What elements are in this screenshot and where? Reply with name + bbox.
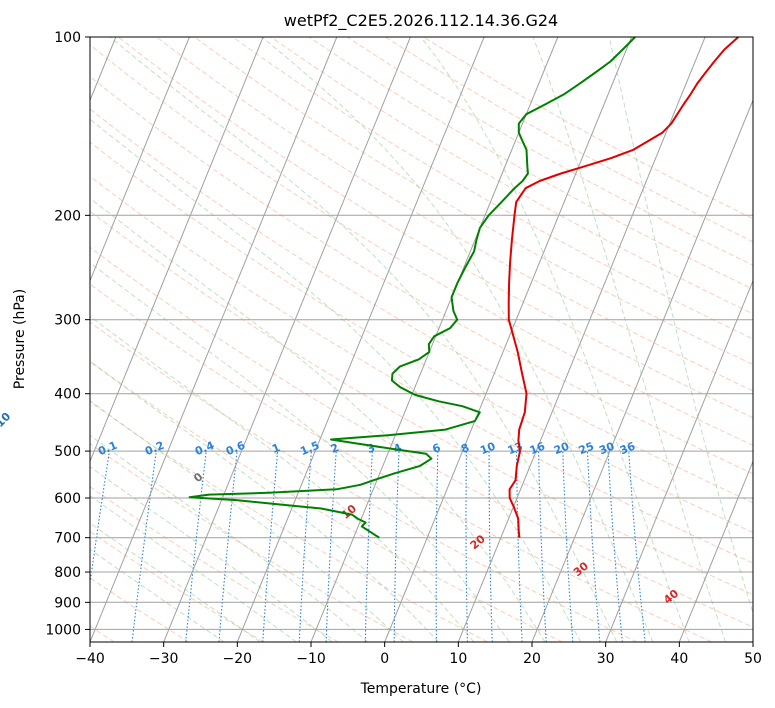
mixing-ratio-line bbox=[325, 451, 337, 642]
x-axis-label: Temperature (°C) bbox=[360, 681, 482, 697]
moist-adiabat bbox=[90, 434, 369, 642]
x-tick-label: 10 bbox=[449, 651, 467, 667]
isotherm bbox=[384, 37, 632, 642]
moist-adiabat bbox=[90, 466, 333, 642]
x-tick-label: −30 bbox=[149, 651, 179, 667]
mixing-ratio-line bbox=[515, 451, 523, 642]
dry-adiabat-label: -10 bbox=[0, 410, 13, 433]
moist-adiabat bbox=[90, 360, 439, 642]
temperature-line bbox=[507, 37, 739, 538]
plot-background bbox=[90, 37, 753, 642]
grid-lines bbox=[90, 37, 753, 642]
mixing-ratio-label: 10 bbox=[478, 439, 497, 457]
isotherm bbox=[163, 37, 411, 642]
dry-adiabat bbox=[117, 37, 753, 419]
dry-adiabat bbox=[90, 401, 488, 642]
y-tick-label: 500 bbox=[54, 444, 81, 460]
mixing-ratio-label: 36 bbox=[618, 439, 637, 457]
isotherm bbox=[90, 37, 190, 283]
y-tick-label: 300 bbox=[54, 313, 81, 329]
dry-adiabat bbox=[90, 108, 753, 504]
moist-adiabat bbox=[420, 37, 690, 642]
x-tick-label: 20 bbox=[523, 651, 541, 667]
y-tick-label: 100 bbox=[54, 30, 81, 46]
isotherm bbox=[531, 98, 753, 642]
mixing-ratio-line bbox=[465, 451, 469, 642]
y-tick-label: 400 bbox=[54, 387, 81, 403]
mixing-ratio-label: 1 bbox=[270, 441, 282, 456]
x-tick-label: 0 bbox=[380, 651, 389, 667]
dewpoint-line bbox=[188, 37, 636, 539]
y-tick-label: 700 bbox=[54, 531, 81, 547]
dry-adiabat bbox=[194, 37, 753, 366]
dry-adiabat bbox=[90, 283, 712, 642]
dry-adiabat bbox=[90, 141, 753, 534]
dry-adiabat bbox=[90, 360, 563, 642]
moist-adiabat bbox=[90, 522, 261, 642]
y-tick-label: 200 bbox=[54, 208, 81, 224]
moist-adiabat bbox=[532, 37, 727, 642]
mixing-ratio-line bbox=[538, 451, 547, 642]
mixing-ratio-line bbox=[607, 451, 623, 642]
dry-adiabat bbox=[90, 175, 753, 564]
mixing-ratio-line bbox=[393, 451, 400, 642]
x-tick-label: −20 bbox=[223, 651, 253, 667]
mixing-ratio-label: 25 bbox=[577, 440, 596, 458]
x-tick-label: 40 bbox=[670, 651, 688, 667]
moist-adiabat bbox=[261, 37, 654, 642]
mixing-ratio-label: 2 bbox=[329, 441, 341, 456]
x-tick-label: 50 bbox=[744, 651, 762, 667]
chart-title: wetPf2_C2E5.2026.112.14.36.G24 bbox=[284, 11, 558, 31]
y-axis-label: Pressure (hPa) bbox=[12, 289, 28, 389]
mixing-ratio-line bbox=[185, 451, 207, 642]
mixing-ratio-label: 8 bbox=[459, 441, 471, 456]
isotherm bbox=[310, 37, 559, 642]
isotherm bbox=[90, 37, 338, 642]
y-tick-label: 1000 bbox=[45, 622, 81, 638]
mixing-ratio-line bbox=[298, 451, 312, 642]
mixing-ratio-label: 30 bbox=[597, 439, 616, 457]
plot-frame bbox=[89, 36, 754, 643]
dry-adiabat bbox=[90, 530, 264, 642]
x-tick-label: 30 bbox=[597, 651, 615, 667]
axes: −40 −30 −20 −10 0 10 20 30 40 50 1000 900 800 700 600 5… bbox=[45, 30, 762, 667]
x-tick-label: −10 bbox=[296, 651, 326, 667]
mixing-ratio-label: 3 bbox=[365, 441, 377, 456]
mixing-ratio-line bbox=[435, 451, 439, 642]
mixing-ratio-line bbox=[364, 451, 373, 642]
isotherm bbox=[457, 37, 706, 642]
isotherm bbox=[605, 279, 753, 642]
mixing-ratio-line bbox=[562, 451, 574, 642]
isotherm bbox=[752, 640, 753, 642]
mixing-ratio-label: 16 bbox=[528, 439, 547, 457]
x-tick-label: −40 bbox=[75, 651, 105, 667]
profiles bbox=[188, 37, 739, 539]
isotherm bbox=[678, 460, 753, 642]
mixing-ratio-line bbox=[262, 451, 279, 642]
mixing-ratio-line bbox=[628, 451, 646, 642]
mixing-ratio-label: 20 bbox=[552, 439, 571, 457]
y-tick-label: 900 bbox=[54, 595, 81, 611]
y-tick-label: 600 bbox=[54, 491, 81, 507]
moist-adiabat bbox=[90, 315, 475, 642]
moist-adiabat bbox=[90, 548, 225, 642]
moist-adiabat bbox=[90, 262, 510, 642]
mixing-ratio-line bbox=[586, 451, 601, 642]
moist-adiabat bbox=[608, 37, 753, 615]
y-tick-label: 800 bbox=[54, 565, 81, 581]
dry-adiabat bbox=[90, 246, 753, 628]
isotherm bbox=[90, 37, 264, 463]
dry-adiabat bbox=[156, 37, 753, 392]
moist-adiabat bbox=[90, 197, 546, 642]
isotherm bbox=[236, 37, 485, 642]
dry-adiabat bbox=[232, 37, 753, 340]
